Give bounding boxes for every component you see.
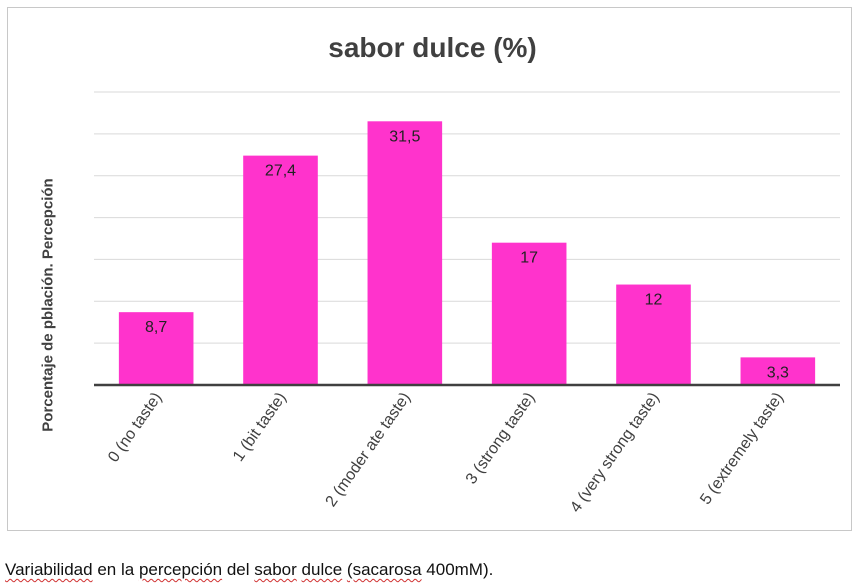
data-label: 17 bbox=[520, 250, 538, 267]
x-tick-label: 1 (bit taste) bbox=[230, 390, 290, 465]
x-tick-label: 5 (extremely taste) bbox=[697, 390, 787, 508]
caption-word: (sacarosa bbox=[346, 560, 422, 579]
bar bbox=[740, 357, 816, 385]
caption-word: dulce bbox=[301, 560, 343, 579]
x-tick-label: 2 (moder ate taste) bbox=[323, 390, 414, 510]
bar-chart: 8,7 0 (no taste) 27,4 1 (bit taste) 31,5 2 (m… bbox=[94, 91, 840, 516]
data-label: 31,5 bbox=[389, 128, 420, 145]
data-label: 3,3 bbox=[767, 364, 789, 381]
data-label: 12 bbox=[645, 292, 663, 309]
caption-word: sabor bbox=[254, 560, 297, 579]
chart-title: sabor dulce (%) bbox=[328, 32, 537, 63]
caption-word: del bbox=[226, 560, 250, 579]
bar bbox=[616, 284, 691, 385]
x-tick-label: 3 (strong taste) bbox=[463, 390, 539, 488]
x-tick-label: 4 (very strong taste) bbox=[567, 390, 663, 516]
bar bbox=[118, 312, 194, 385]
caption-word: Variabilidad bbox=[5, 560, 93, 579]
y-axis-label: Porcentaje de pblación. Percepción bbox=[39, 178, 57, 432]
bar bbox=[367, 121, 443, 386]
bar bbox=[491, 242, 567, 385]
caption-word: la bbox=[120, 560, 135, 579]
caption-word: 400mM). bbox=[426, 560, 494, 579]
data-label: 8,7 bbox=[145, 319, 167, 336]
data-label: 27,4 bbox=[265, 163, 296, 180]
caption-word: percepción bbox=[138, 560, 223, 579]
bar bbox=[243, 155, 318, 385]
x-tick-label: 0 (no taste) bbox=[105, 390, 165, 466]
caption-word: en bbox=[97, 560, 117, 579]
figure-caption: Variabilidad en la percepción del sabor … bbox=[5, 560, 493, 580]
